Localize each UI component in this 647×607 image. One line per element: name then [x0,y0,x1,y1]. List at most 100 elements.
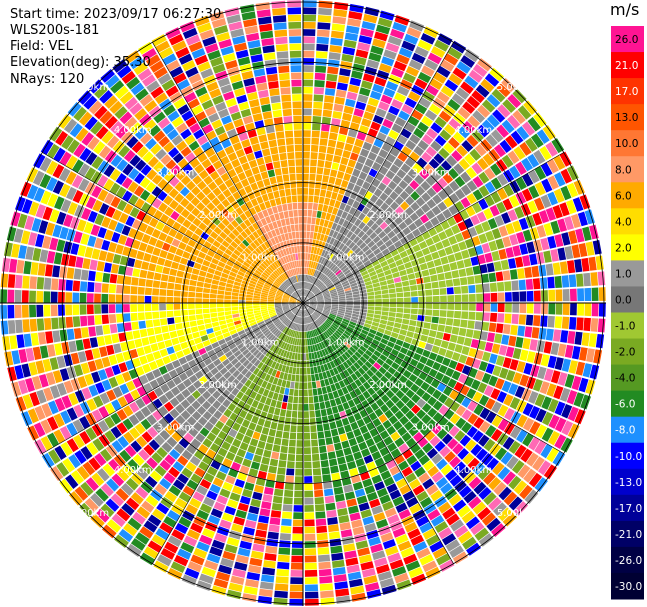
velocity-gate [241,367,249,376]
velocity-gate [96,468,110,482]
velocity-gate [232,284,241,290]
velocity-gate [285,247,290,255]
velocity-gate [330,309,338,312]
velocity-gate [261,310,269,315]
velocity-gate [267,304,275,307]
velocity-gate [141,337,150,346]
velocity-gate [365,335,374,342]
velocity-gate [367,346,376,354]
velocity-gate [279,409,287,417]
velocity-gate [440,220,450,230]
velocity-gate [134,198,145,210]
velocity-gate [424,282,432,290]
velocity-gate [272,328,279,335]
velocity-gate [296,367,300,375]
velocity-gate [444,271,453,280]
velocity-gate [375,298,382,303]
velocity-gate [290,296,297,301]
velocity-gate [327,392,335,400]
velocity-gate [359,253,367,261]
velocity-gate [239,465,250,475]
velocity-gate [291,374,296,382]
velocity-gate [134,108,148,121]
velocity-gate [338,164,347,173]
velocity-gate [204,43,219,54]
velocity-gate [280,274,286,281]
velocity-gate [153,326,162,335]
velocity-gate [344,550,357,559]
velocity-gate [290,305,297,309]
velocity-gate [495,323,504,334]
velocity-gate [221,139,232,149]
velocity-gate [155,148,167,160]
velocity-gate [255,247,262,255]
velocity-gate [81,327,89,338]
velocity-gate [416,547,431,560]
velocity-gate [84,497,99,513]
velocity-gate [443,397,454,408]
velocity-gate [303,166,310,174]
velocity-gate [262,314,270,319]
velocity-gate [389,375,398,385]
velocity-gate [222,458,233,468]
velocity-gate [242,403,251,412]
velocity-gate [221,328,229,334]
velocity-gate [130,472,144,486]
velocity-gate [249,136,259,145]
velocity-gate [444,227,454,238]
velocity-gate [214,453,225,464]
velocity-gate [276,322,283,329]
velocity-gate [43,317,52,331]
velocity-gate [23,260,32,275]
velocity-gate [192,217,202,227]
velocity-gate [206,236,215,244]
velocity-gate [343,105,354,115]
velocity-gate [116,199,128,212]
velocity-gate [30,262,39,276]
velocity-gate [168,324,176,332]
velocity-gate [370,325,379,331]
velocity-gate [376,487,388,498]
velocity-gate [309,298,317,301]
velocity-gate [161,325,169,333]
velocity-gate [323,423,330,431]
velocity-gate [264,281,272,287]
velocity-gate [371,505,384,515]
velocity-gate [571,375,582,391]
velocity-gate [247,175,256,185]
velocity-gate [234,478,245,488]
velocity-gate [418,454,430,466]
velocity-gate [29,290,36,303]
velocity-gate [319,218,325,227]
velocity-gate [324,298,332,301]
velocity-gate [239,312,247,317]
velocity-gate [352,308,360,312]
velocity-gate [208,376,218,385]
velocity-gate [356,403,365,412]
velocity-gate [124,445,137,458]
velocity-gate [490,129,504,143]
velocity-gate [303,303,309,308]
velocity-gate [202,308,210,314]
velocity-gate [104,95,118,109]
velocity-gate [151,296,159,303]
velocity-gate [368,444,379,454]
velocity-gate [330,545,343,554]
velocity-gate [30,332,40,346]
velocity-gate [497,313,505,323]
velocity-gate [261,290,269,294]
velocity-gate [336,500,347,510]
velocity-gate [244,227,252,236]
velocity-gate [260,574,275,583]
velocity-gate [518,314,527,325]
velocity-gate [360,299,368,303]
velocity-gate [204,344,213,352]
velocity-gate [354,533,367,543]
velocity-gate [101,283,109,293]
velocity-gate [146,271,155,280]
velocity-gate [227,375,236,384]
velocity-gate [393,420,403,431]
velocity-gate [430,323,438,331]
velocity-gate [304,447,311,455]
velocity-gate [193,547,208,559]
